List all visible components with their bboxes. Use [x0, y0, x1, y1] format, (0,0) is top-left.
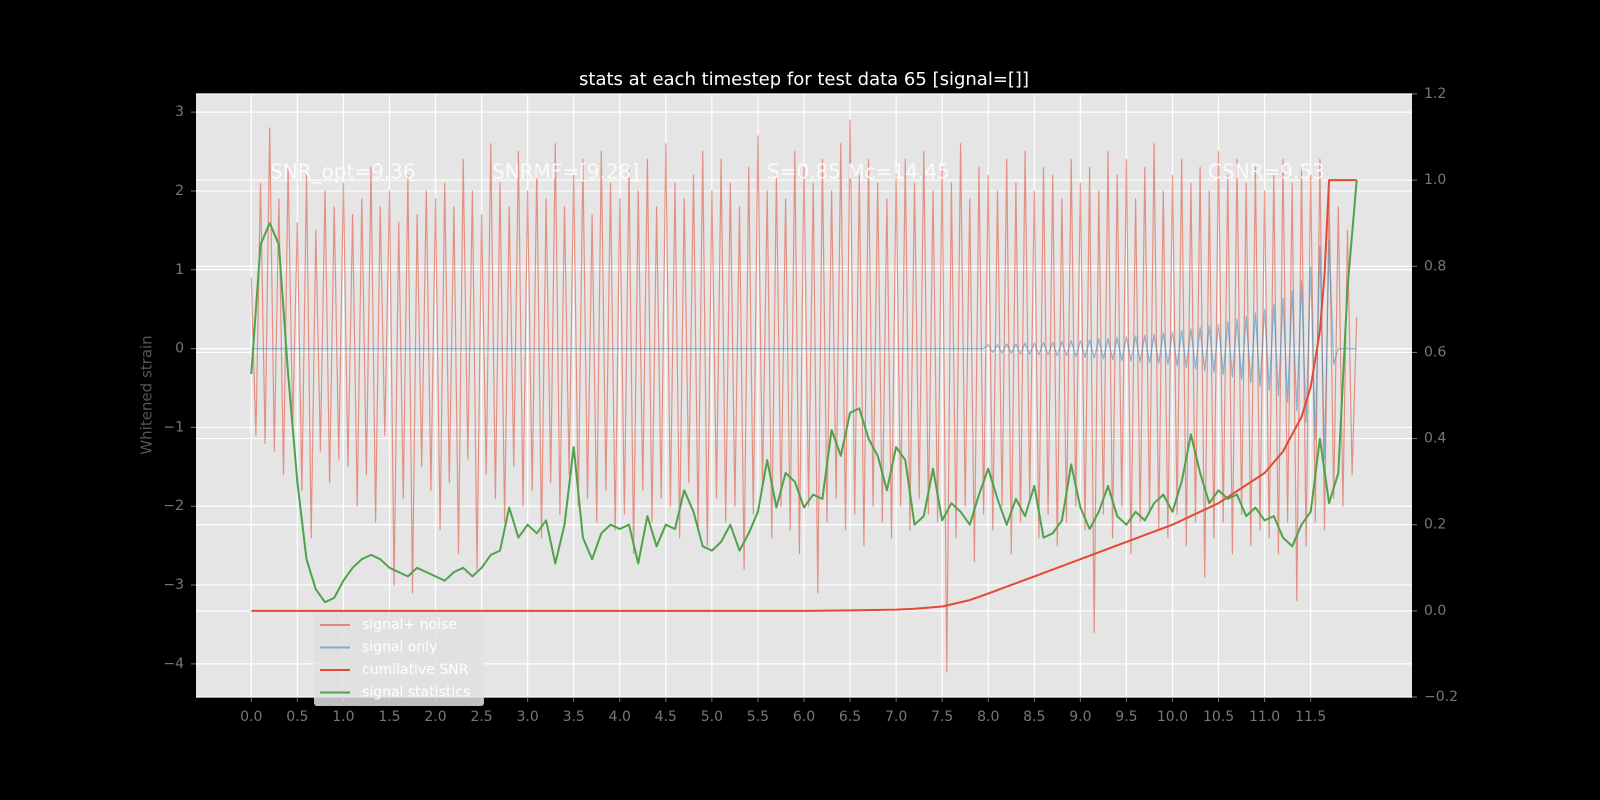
y2-tick-label: 0.0 — [1424, 603, 1446, 619]
y-tick-label: −2 — [163, 498, 184, 514]
y2-tick-label: 1.2 — [1424, 86, 1446, 102]
y2-tick-label: 0.6 — [1424, 344, 1446, 360]
annotation: CSNR=9.53 — [1208, 160, 1325, 184]
x-tick-label: 8.0 — [977, 709, 999, 725]
x-tick-label: 6.5 — [839, 709, 861, 725]
x-tick-label: 4.0 — [609, 709, 631, 725]
x-tick-label: 5.5 — [747, 709, 769, 725]
x-tick-label: 10.5 — [1203, 709, 1234, 725]
chart-title: stats at each timestep for test data 65 … — [579, 69, 1029, 90]
y-tick-label: 2 — [175, 183, 184, 199]
y-tick-label: 0 — [175, 341, 184, 357]
y2-tick-label: 0.2 — [1424, 517, 1446, 533]
annotation: SNRMF=[9.28] — [492, 160, 639, 184]
x-tick-label: 2.0 — [424, 709, 446, 725]
x-tick-label: 3.0 — [517, 709, 539, 725]
legend-label: signal statistics — [362, 685, 470, 701]
legend-box — [314, 612, 484, 706]
x-tick-label: 7.5 — [931, 709, 953, 725]
legend-label: signal+ noise — [362, 617, 457, 633]
y2-tick-label: 1.0 — [1424, 172, 1446, 188]
x-tick-label: 5.0 — [701, 709, 723, 725]
x-tick-label: 10.0 — [1157, 709, 1188, 725]
legend: signal+ noise signal only cumilative SNR si… — [314, 612, 484, 706]
x-tick-label: 0.5 — [286, 709, 308, 725]
x-tick-label: 9.0 — [1069, 709, 1091, 725]
grid — [196, 93, 1412, 698]
x-tick-label: 11.0 — [1249, 709, 1280, 725]
series-line — [250, 119, 1358, 673]
y-tick-label: 1 — [175, 262, 184, 278]
y2-tick-label: 0.4 — [1424, 431, 1446, 447]
annotation: S=0.85 Mc=14.45 — [767, 160, 950, 184]
y2-tick-label: 0.8 — [1424, 258, 1446, 274]
legend-label: signal only — [362, 640, 437, 656]
series-line — [250, 180, 1358, 604]
x-tick-label: 2.5 — [470, 709, 492, 725]
x-tick-label: 7.0 — [885, 709, 907, 725]
x-tick-label: 0.0 — [240, 709, 262, 725]
y2-tick-label: −0.2 — [1424, 689, 1458, 705]
x-tick-label: 9.5 — [1115, 709, 1137, 725]
x-tick-label: 8.5 — [1023, 709, 1045, 725]
series-line — [251, 239, 1357, 460]
x-tick-label: 11.5 — [1295, 709, 1326, 725]
x-tick-label: 1.5 — [378, 709, 400, 725]
annotation: SNR_opt=9.36 — [270, 160, 416, 184]
y-axis-label: Whitened strain — [138, 335, 156, 454]
x-tick-label: 1.0 — [332, 709, 354, 725]
y-tick-label: −1 — [163, 419, 184, 435]
legend-label: cumilative SNR — [362, 662, 469, 678]
y-tick-label: −4 — [163, 656, 184, 672]
y-tick-label: 3 — [175, 104, 184, 120]
series-line — [251, 179, 1357, 612]
x-tick-label: 6.0 — [793, 709, 815, 725]
x-tick-label: 3.5 — [563, 709, 585, 725]
x-tick-label: 4.5 — [655, 709, 677, 725]
y-tick-label: −3 — [163, 577, 184, 593]
